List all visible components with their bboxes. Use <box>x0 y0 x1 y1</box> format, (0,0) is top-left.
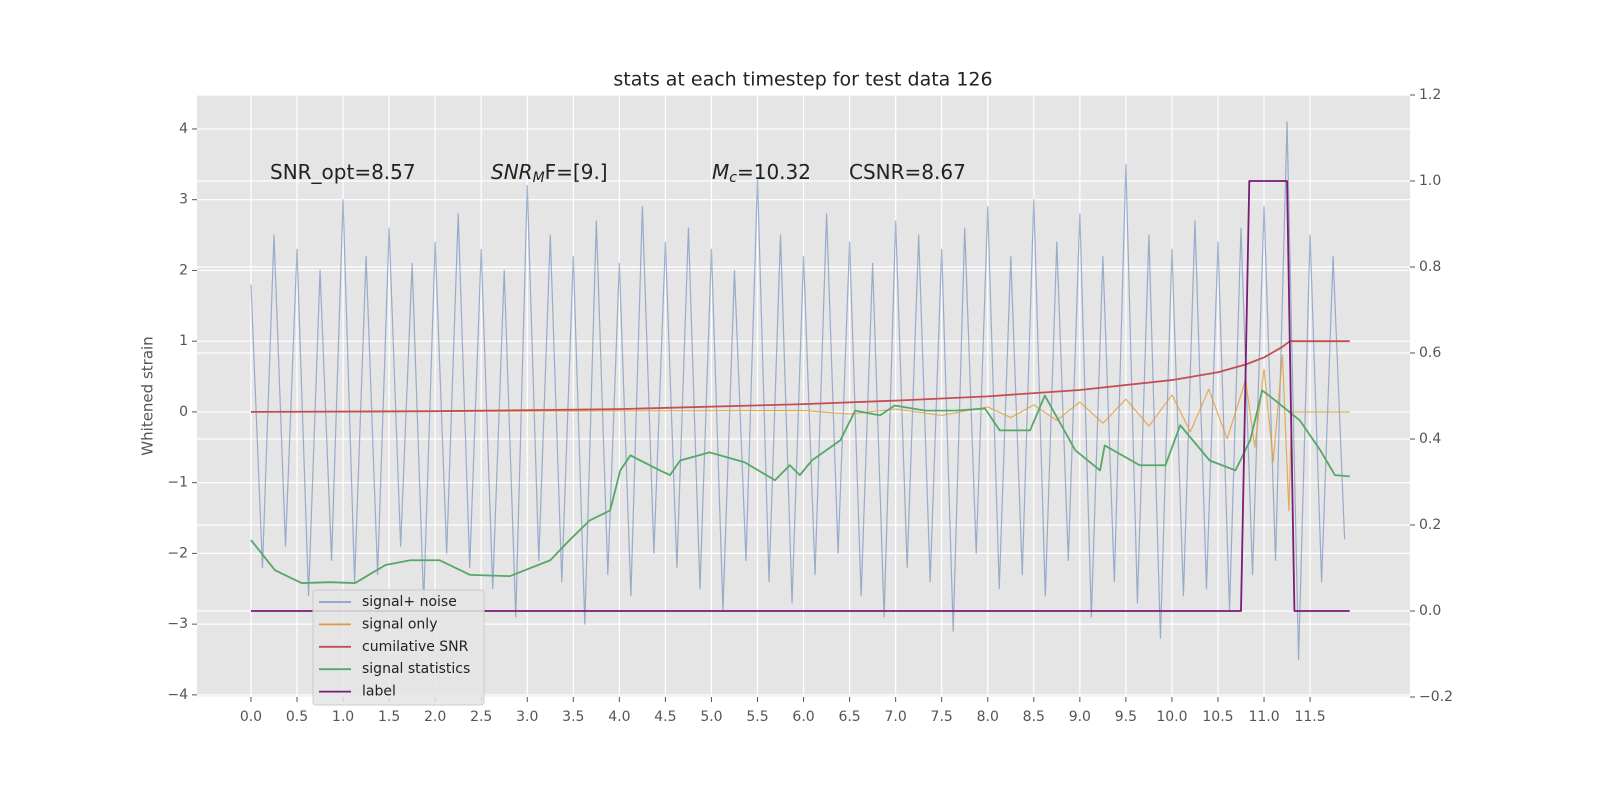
legend-label: label <box>362 684 396 700</box>
x-tick-label: 1.5 <box>378 709 400 725</box>
y-axis-label: Whitened strain <box>139 336 157 455</box>
x-tick-label: 9.5 <box>1115 709 1137 725</box>
x-tick-label: 3.0 <box>516 709 538 725</box>
series-line <box>250 354 1350 512</box>
annotation: SNRMF=[9.] <box>491 160 608 187</box>
annotation-part: M <box>712 160 729 184</box>
x-tick-label: 7.0 <box>885 709 907 725</box>
legend-label: cumilative SNR <box>362 639 469 655</box>
y2-tick-label: 1.0 <box>1419 173 1441 189</box>
x-tick-label: 10.0 <box>1156 709 1187 725</box>
legend-label: signal only <box>362 616 437 632</box>
y2-tick-label: −0.2 <box>1419 689 1453 705</box>
x-tick-label: 7.5 <box>931 709 953 725</box>
series-layer <box>250 121 1350 661</box>
annotation-part: F=[9.] <box>545 160 608 184</box>
y-tick-label: −3 <box>167 616 188 632</box>
x-tick-label: 4.5 <box>654 709 676 725</box>
x-tick-label: 3.5 <box>562 709 584 725</box>
x-tick-label: 9.0 <box>1069 709 1091 725</box>
x-tick-label: 2.5 <box>470 709 492 725</box>
y2-tick-label: 1.2 <box>1419 87 1441 103</box>
y-tick-label: 4 <box>179 121 188 137</box>
legend-label: signal+ noise <box>362 594 457 610</box>
series-line <box>250 389 1350 584</box>
y2-tick-label: 0.4 <box>1419 431 1441 447</box>
y-tick-label: −1 <box>167 475 188 491</box>
y-tick-label: 0 <box>179 404 188 420</box>
x-tick-label: 8.5 <box>1023 709 1045 725</box>
annotation-part: CSNR=8.67 <box>849 160 966 184</box>
x-tick-label: 5.0 <box>700 709 722 725</box>
y2-tick-label: 0.8 <box>1419 259 1441 275</box>
chart-title: stats at each timestep for test data 126 <box>613 69 992 91</box>
x-tick-label: 4.0 <box>608 709 630 725</box>
annotation: SNR_opt=8.57 <box>270 160 416 184</box>
x-tick-label: 10.5 <box>1202 709 1233 725</box>
y2-tick-label: 0.2 <box>1419 517 1441 533</box>
series-line <box>250 121 1346 661</box>
labels: 0.0 0.5 1.0 1.5 2.0 2.5 3.0 3.5 4.0 4.5 5.0 5.5 6.0 6… <box>167 87 1453 725</box>
annotation: Mc=10.32 <box>712 160 811 187</box>
series-line <box>250 340 1350 413</box>
series-line <box>250 180 1350 612</box>
x-tick-label: 11.5 <box>1294 709 1325 725</box>
x-tick-label: 6.5 <box>838 709 860 725</box>
x-tick-label: 11.0 <box>1248 709 1279 725</box>
y2-tick-label: 0.6 <box>1419 345 1441 361</box>
x-tick-label: 5.5 <box>746 709 768 725</box>
x-tick-label: 0.5 <box>286 709 308 725</box>
x-tick-label: 2.0 <box>424 709 446 725</box>
y-tick-label: 1 <box>179 333 188 349</box>
y-tick-label: −4 <box>167 687 188 703</box>
x-tick-label: 1.0 <box>332 709 354 725</box>
annotation-part: c <box>729 170 737 186</box>
x-tick-label: 8.0 <box>977 709 999 725</box>
legend-box <box>312 589 485 706</box>
y-tick-label: 2 <box>179 262 188 278</box>
annotation-part: SNR_opt=8.57 <box>270 160 416 184</box>
y-tick-label: 3 <box>179 192 188 208</box>
legend-label: signal statistics <box>362 661 470 677</box>
y-tick-label: −2 <box>167 545 188 561</box>
annotation-part: M <box>533 170 545 186</box>
legend: signal+ noise signal only cumilative SNR si… <box>312 589 485 706</box>
annotation: CSNR=8.67 <box>849 160 966 184</box>
annotation-part: SNR <box>491 160 533 184</box>
annotation-part: =10.32 <box>737 160 811 184</box>
x-tick-label: 0.0 <box>240 709 262 725</box>
x-tick-label: 6.0 <box>792 709 814 725</box>
y2-tick-label: 0.0 <box>1419 603 1441 619</box>
